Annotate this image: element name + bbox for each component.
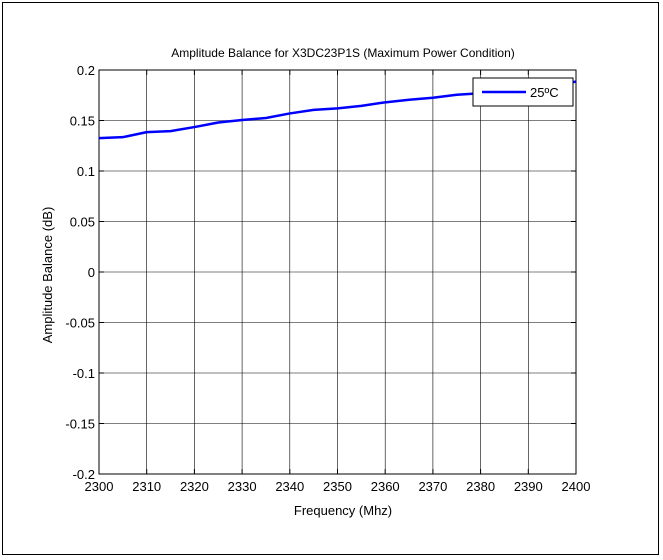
y-tick-label: -0.2 — [73, 467, 95, 482]
x-tick-label: 2360 — [371, 479, 400, 494]
y-tick-label: 0.1 — [77, 164, 95, 179]
x-tick-label: 2300 — [85, 479, 114, 494]
y-axis-label: Amplitude Balance (dB) — [40, 207, 55, 344]
y-tick-label: -0.15 — [65, 417, 95, 432]
y-tick-label: 0 — [88, 265, 95, 280]
legend: 25ºC — [472, 77, 574, 107]
x-tick-label: 2350 — [323, 479, 352, 494]
y-tick-label: -0.1 — [73, 366, 95, 381]
y-tick-label: 0.2 — [77, 63, 95, 78]
x-tick-label: 2380 — [466, 479, 495, 494]
x-axis-label: Frequency (Mhz) — [294, 503, 392, 518]
legend-label: 25ºC — [530, 85, 559, 100]
x-tick-label: 2310 — [132, 479, 161, 494]
x-tick-label: 2370 — [418, 479, 447, 494]
x-tick-label: 2320 — [180, 479, 209, 494]
x-tick-label: 2390 — [514, 479, 543, 494]
axis-ticks: 2300 2310 2320 2330 2340 2350 2360 2370 2380 2390… — [65, 63, 590, 494]
y-tick-label: 0.05 — [70, 215, 95, 230]
chart-title: Amplitude Balance for X3DC23P1S (Maximum… — [171, 46, 514, 60]
x-tick-label: 2340 — [275, 479, 304, 494]
y-tick-label: 0.15 — [70, 114, 95, 129]
x-tick-label: 2330 — [228, 479, 257, 494]
x-tick-label: 2400 — [562, 479, 591, 494]
y-tick-label: -0.05 — [65, 316, 95, 331]
